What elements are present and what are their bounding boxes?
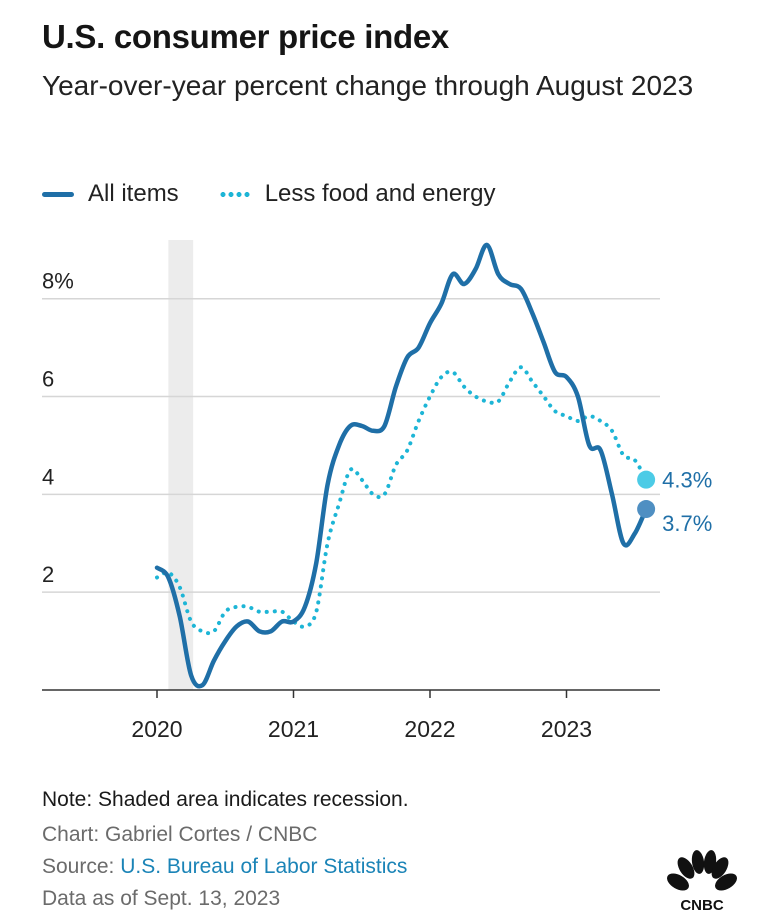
end-label-all-items: 3.7% [662,511,712,536]
y-tick-label-6: 6 [42,367,54,392]
logo-text: CNBC [680,897,723,914]
end-label-core: 4.3% [662,468,712,493]
legend-label-core: Less food and energy [264,180,496,207]
end-marker-all-items [637,500,656,519]
nbc-peacock-icon [667,850,737,891]
source-prefix: Source: [42,855,121,878]
legend-item-all-items: All items [42,180,179,208]
end-marker-core [637,470,656,489]
legend-item-core: Less food and energy [218,180,496,208]
y-tick-label-4: 4 [42,464,54,489]
x-tick-label-2020: 2020 [131,716,182,742]
footer-source: Source: U.S. Bureau of Labor Statistics [42,855,407,879]
chart-title: U.S. consumer price index [42,18,449,55]
x-tick-label-2022: 2022 [404,716,455,742]
legend-swatch-solid-line [42,191,74,197]
footer-as-of: Data as of Sept. 13, 2023 [42,887,281,910]
cnbc-logo: CNBC [667,850,737,914]
x-tick-label-2021: 2021 [268,716,319,742]
legend-swatch-dotted-line [218,191,251,197]
x-tick-label-2023: 2023 [541,716,592,742]
cpi-line-chart: 2 4 6 8% 2020 2021 2022 2023 4.3% 3.7% [42,240,712,742]
chart-subtitle: Year-over-year percent change through Au… [42,70,694,101]
chart-legend: All items Less food and energy [42,178,536,210]
series-line-all-items [154,242,649,689]
footer-credit: Chart: Gabriel Cortes / CNBC [42,823,318,846]
y-tick-label-8: 8% [42,269,74,294]
y-tick-label-2: 2 [42,562,54,587]
legend-label-all-items: All items [88,180,179,207]
source-link[interactable]: U.S. Bureau of Labor Statistics [120,855,408,878]
footer-note: Note: Shaded area indicates recession. [42,788,409,811]
series-line-core [155,365,649,636]
